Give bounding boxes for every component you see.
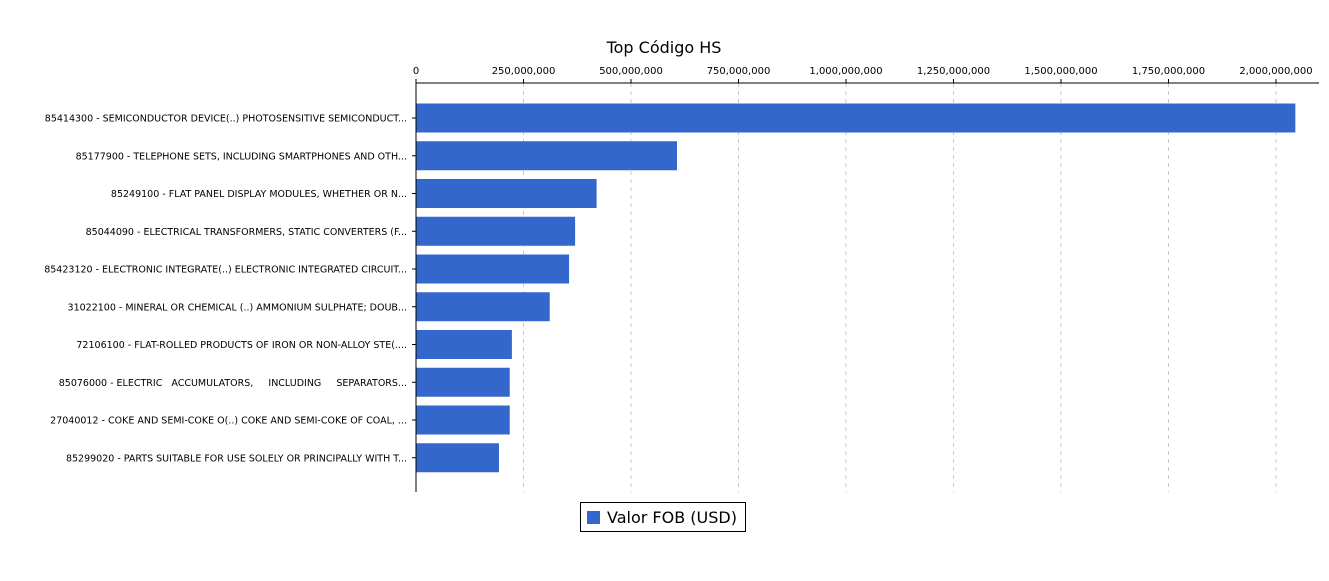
- x-tick-label: 0: [413, 66, 419, 77]
- bar: [416, 405, 510, 435]
- category-label: 85249100 - FLAT PANEL DISPLAY MODULES, W…: [111, 189, 407, 200]
- bar: [416, 292, 550, 322]
- category-label: 85076000 - ELECTRIC ACCUMULATORS, INCLUD…: [59, 378, 407, 389]
- bar: [416, 179, 597, 208]
- category-label: 85044090 - ELECTRICAL TRANSFORMERS, STAT…: [86, 227, 407, 238]
- x-axis-ticks: 0 250,000,000 500,000,000 750,000,000 1,000,…: [413, 66, 1313, 83]
- category-label: 27040012 - COKE AND SEMI-COKE O(..) COKE…: [50, 416, 407, 427]
- x-tick-label: 750,000,000: [707, 66, 771, 77]
- legend-label-valor-fob: Valor FOB (USD): [607, 507, 737, 527]
- bar: [416, 367, 510, 397]
- x-tick-label: 1,500,000,000: [1024, 66, 1097, 77]
- category-label: 31022100 - MINERAL OR CHEMICAL (..) AMMO…: [68, 302, 407, 313]
- bar: [416, 254, 570, 284]
- category-labels: 85414300 - SEMICONDUCTOR DEVICE(..) PHOT…: [44, 114, 416, 464]
- category-label: 85299020 - PARTS SUITABLE FOR USE SOLELY…: [66, 453, 407, 464]
- bar: [416, 443, 499, 473]
- x-tick-label: 2,000,000,000: [1239, 66, 1312, 77]
- x-tick-label: 500,000,000: [599, 66, 663, 77]
- bar: [416, 330, 512, 359]
- x-tick-label: 250,000,000: [492, 66, 556, 77]
- category-label: 85414300 - SEMICONDUCTOR DEVICE(..) PHOT…: [45, 114, 407, 125]
- bar: [416, 141, 678, 171]
- x-tick-label: 1,250,000,000: [917, 66, 990, 77]
- bar: [416, 216, 576, 246]
- chart-title: Top Código HS: [606, 38, 722, 57]
- legend-swatch: [587, 510, 600, 524]
- x-tick-label: 1,000,000,000: [809, 66, 882, 77]
- x-tick-label: 1,750,000,000: [1132, 66, 1205, 77]
- legend: Valor FOB (USD): [580, 502, 746, 532]
- category-label: 85177900 - TELEPHONE SETS, INCLUDING SMA…: [76, 151, 407, 162]
- bars: [416, 103, 1296, 473]
- category-label: 85423120 - ELECTRONIC INTEGRATE(..) ELEC…: [44, 265, 407, 276]
- category-label: 72106100 - FLAT-ROLLED PRODUCTS OF IRON …: [76, 340, 407, 351]
- bar: [416, 103, 1296, 133]
